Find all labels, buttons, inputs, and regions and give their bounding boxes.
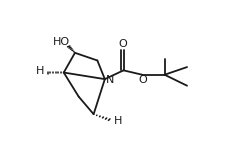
Text: H: H xyxy=(114,116,122,126)
Text: O: O xyxy=(138,75,147,85)
Text: HO: HO xyxy=(52,37,69,47)
Text: H: H xyxy=(36,66,45,77)
Text: N: N xyxy=(106,75,115,85)
Text: O: O xyxy=(118,39,127,49)
